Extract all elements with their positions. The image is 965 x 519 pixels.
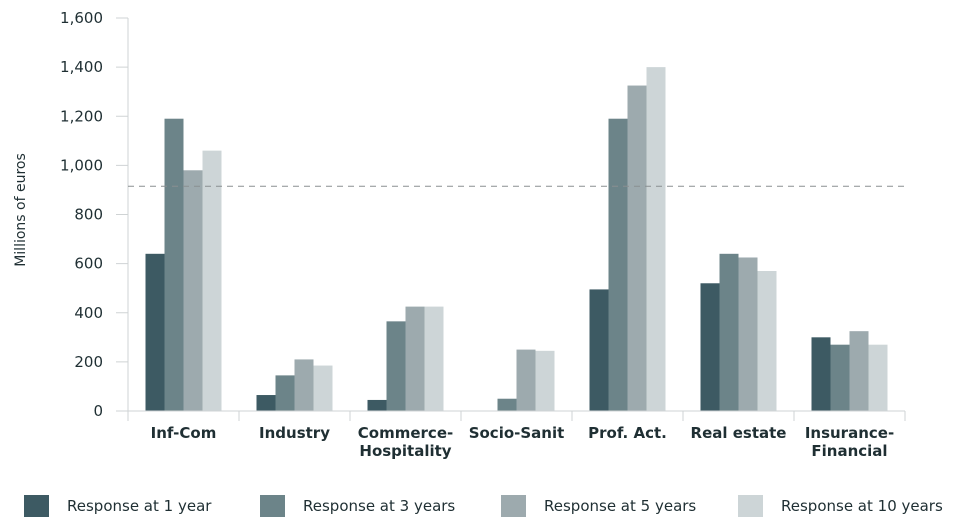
- x-tick-label-line: Socio-Sanit: [469, 424, 565, 442]
- x-tick-label-line: Hospitality: [359, 442, 451, 460]
- y-tick-label: 800: [74, 206, 103, 224]
- bar: [535, 350, 555, 411]
- bar: [627, 85, 647, 411]
- legend: Response at 1 year Response at 3 years R…: [24, 495, 965, 519]
- legend-label: Response at 3 years: [303, 497, 456, 515]
- bars: [145, 67, 888, 412]
- x-tick-label-line: Inf-Com: [151, 424, 217, 442]
- x-tick-label-line: Financial: [811, 442, 887, 460]
- bar-chart: 0 200 400 600 800 1,000 1,200 1,400 1,600 Inf-Co…: [13, 9, 906, 460]
- bar: [367, 399, 387, 411]
- bar: [608, 118, 628, 412]
- bar: [646, 67, 666, 411]
- y-tick-label: 400: [74, 304, 103, 322]
- y-axis-label: Millions of euros: [13, 153, 29, 267]
- x-tick-label: Commerce-Hospitality: [358, 424, 453, 460]
- bar: [202, 150, 222, 411]
- bar: [719, 253, 739, 411]
- x-tick-label: Socio-Sanit: [469, 424, 565, 442]
- y-tick-label: 1,600: [60, 9, 103, 27]
- legend-swatch: [501, 495, 526, 517]
- x-axis: Inf-Com Industry Commerce-Hospitality Socio…: [127, 410, 906, 460]
- x-tick-label: Real estate: [691, 424, 787, 442]
- bar: [256, 395, 276, 411]
- bar: [738, 257, 758, 411]
- x-tick-label-line: Insurance-: [805, 424, 894, 442]
- bar: [497, 398, 517, 411]
- bar: [386, 321, 406, 411]
- x-tick-label-line: Prof. Act.: [588, 424, 667, 442]
- legend-swatch: [260, 495, 285, 517]
- x-tick-label-line: Real estate: [691, 424, 787, 442]
- bar: [589, 289, 609, 411]
- legend-item-3-years: Response at 3 years: [260, 495, 455, 517]
- x-tick-label-line: Commerce-: [358, 424, 453, 442]
- y-tick-label: 1,200: [60, 107, 103, 125]
- legend-label: Response at 10 years: [781, 497, 943, 515]
- legend-swatch: [24, 495, 49, 517]
- bar: [516, 349, 536, 411]
- y-tick-label: 200: [74, 353, 103, 371]
- x-tick-label: Industry: [259, 424, 330, 442]
- y-axis: 0 200 400 600 800 1,000 1,200 1,400 1,600: [60, 9, 129, 420]
- y-tick-label: 0: [93, 402, 103, 420]
- legend-label: Response at 5 years: [544, 497, 697, 515]
- legend-item-10-years: Response at 10 years: [738, 495, 943, 517]
- bar: [145, 253, 165, 411]
- legend-item-5-years: Response at 5 years: [501, 495, 696, 517]
- y-tick-label: 600: [74, 255, 103, 273]
- bar: [294, 359, 314, 411]
- legend-label: Response at 1 year: [67, 497, 212, 515]
- bar: [164, 118, 184, 412]
- bar: [757, 270, 777, 411]
- bar: [183, 170, 203, 411]
- x-tick-label-line: Industry: [259, 424, 330, 442]
- y-tick-label: 1,000: [60, 156, 103, 174]
- legend-item-1-year: Response at 1 year: [24, 495, 211, 517]
- bar: [849, 331, 869, 411]
- bar: [313, 365, 333, 411]
- bar: [424, 306, 444, 411]
- x-tick-label: Prof. Act.: [588, 424, 667, 442]
- bar: [405, 306, 425, 411]
- x-tick-label: Inf-Com: [151, 424, 217, 442]
- bar: [275, 375, 295, 411]
- bar: [830, 344, 850, 411]
- bar: [868, 344, 888, 411]
- bar: [700, 283, 720, 411]
- x-tick-label: Insurance-Financial: [805, 424, 894, 460]
- y-tick-label: 1,400: [60, 58, 103, 76]
- bar: [811, 337, 831, 411]
- legend-swatch: [738, 495, 763, 517]
